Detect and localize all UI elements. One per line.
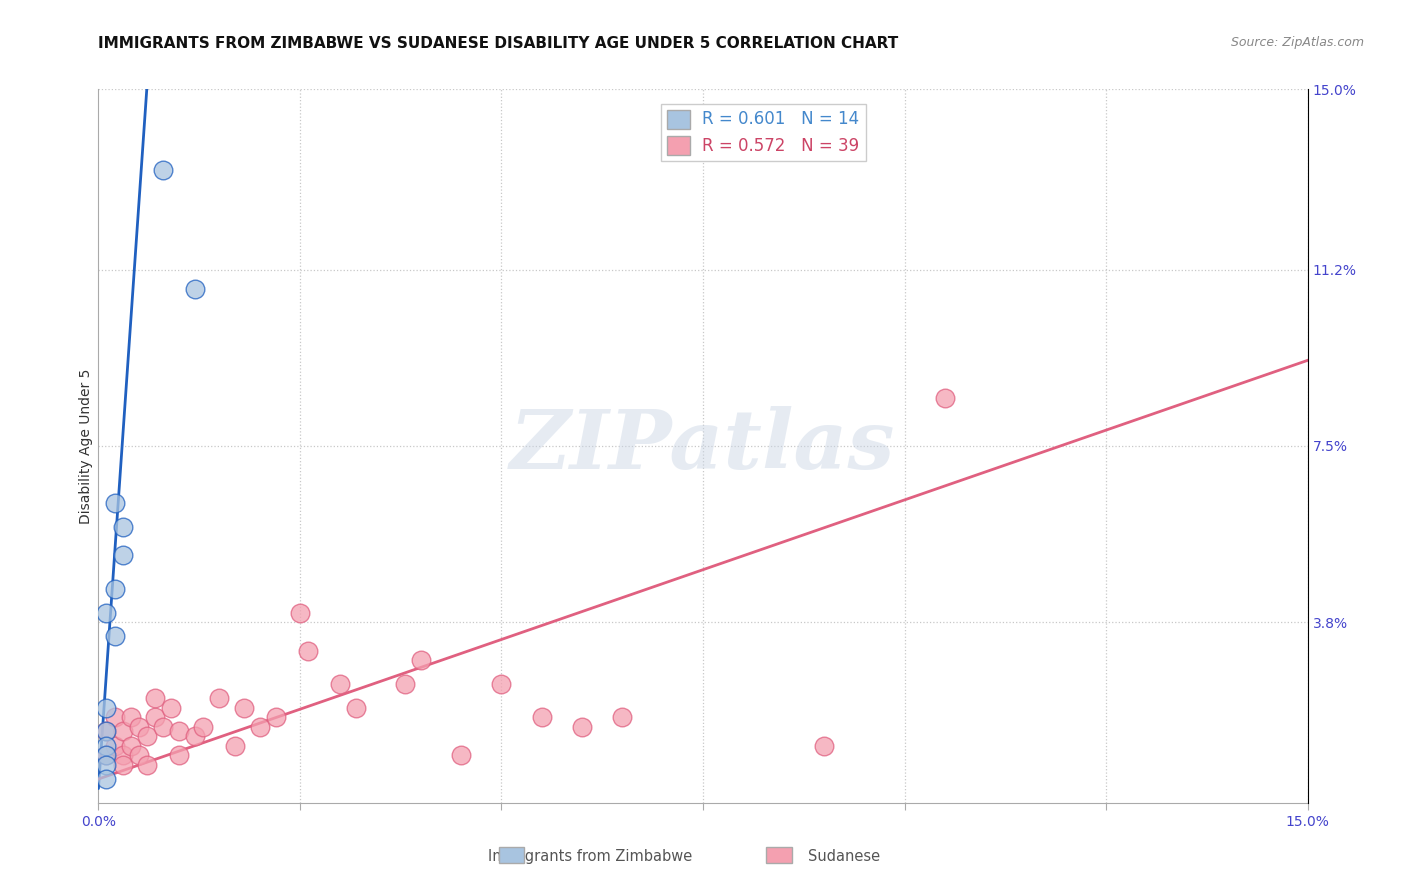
Point (249, 720, 271, 734)
Point (344, 700, 367, 714)
Point (120, 710, 142, 724)
Point (193, 720, 215, 734)
Point (232, 700, 254, 714)
Point (111, 748, 134, 763)
Point (103, 582, 125, 596)
Point (103, 739, 125, 753)
Point (152, 720, 174, 734)
Legend: R = 0.601   N = 14, R = 0.572   N = 39: R = 0.601 N = 14, R = 0.572 N = 39 (661, 104, 866, 161)
Point (120, 739, 142, 753)
Point (224, 739, 246, 753)
Point (491, 677, 513, 691)
Point (96, 724, 118, 739)
Point (111, 724, 134, 739)
Y-axis label: Disability Age Under 5: Disability Age Under 5 (79, 368, 93, 524)
Point (450, 748, 472, 763)
Point (208, 691, 231, 706)
Text: Immigrants from Zimbabwe: Immigrants from Zimbabwe (488, 849, 693, 863)
Point (143, 710, 166, 724)
Point (96, 739, 118, 753)
Point (103, 629, 125, 643)
Point (111, 549, 134, 563)
Text: ZIPatlas: ZIPatlas (510, 406, 896, 486)
Point (297, 643, 319, 657)
Point (813, 739, 835, 753)
Text: Sudanese: Sudanese (807, 849, 880, 863)
Point (96, 757, 118, 772)
Point (111, 757, 134, 772)
Point (167, 748, 190, 763)
Point (571, 720, 593, 734)
Point (288, 606, 311, 620)
Point (135, 729, 157, 743)
Point (103, 710, 125, 724)
Point (111, 520, 134, 534)
Point (96, 700, 118, 714)
Point (128, 748, 150, 763)
Point (96, 748, 118, 763)
Point (160, 700, 183, 714)
Point (135, 757, 157, 772)
Point (184, 729, 207, 743)
Point (530, 710, 553, 724)
Point (409, 653, 432, 667)
Point (329, 677, 352, 691)
Point (167, 724, 190, 739)
Point (264, 710, 287, 724)
Point (152, 163, 174, 178)
Text: IMMIGRANTS FROM ZIMBABWE VS SUDANESE DISABILITY AGE UNDER 5 CORRELATION CHART: IMMIGRANTS FROM ZIMBABWE VS SUDANESE DIS… (98, 36, 898, 51)
Point (96, 772, 118, 786)
Point (96, 606, 118, 620)
Point (96, 724, 118, 739)
Point (103, 496, 125, 510)
Point (184, 282, 207, 296)
Point (128, 720, 150, 734)
Point (96, 748, 118, 763)
Point (934, 392, 956, 406)
Point (143, 691, 166, 706)
Text: Source: ZipAtlas.com: Source: ZipAtlas.com (1230, 36, 1364, 49)
Point (612, 710, 634, 724)
Point (394, 677, 416, 691)
